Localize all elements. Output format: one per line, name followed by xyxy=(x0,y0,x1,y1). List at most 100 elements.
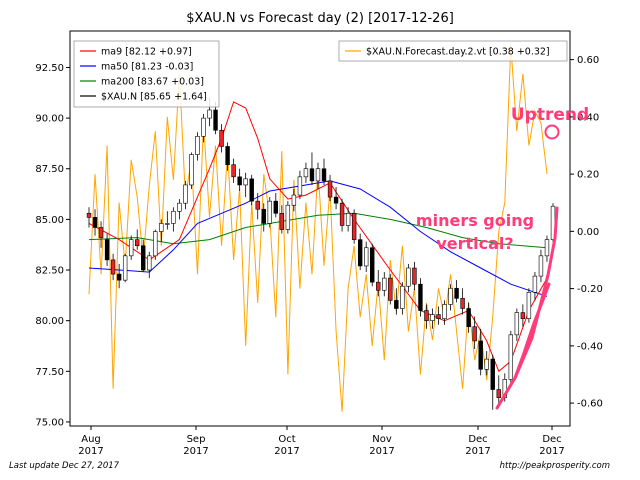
uptrend-line-lower xyxy=(495,282,551,410)
candle xyxy=(430,308,435,329)
candle xyxy=(189,152,194,189)
y-right-tick-label: -0.60 xyxy=(577,399,603,410)
y-left-tick-label: 77.50 xyxy=(35,367,64,378)
candle-body xyxy=(92,217,98,228)
candle xyxy=(394,288,399,315)
chart-title: $XAU.N vs Forecast day (2) [2017-12-26] xyxy=(186,11,454,26)
candle-body xyxy=(122,255,128,281)
y-left-tick-label: 80.00 xyxy=(35,316,64,327)
x-tick-label: Dec 2017 xyxy=(539,434,564,457)
candle xyxy=(321,158,327,185)
legend-left-label: ma50 [81.23 -0.03] xyxy=(101,62,193,73)
candle-body xyxy=(165,223,170,225)
candle-body xyxy=(243,178,248,186)
candle xyxy=(165,211,170,230)
candle xyxy=(514,308,520,341)
candle-body xyxy=(406,267,411,287)
candle-body xyxy=(86,213,92,218)
candle xyxy=(128,235,134,260)
candle-body xyxy=(339,202,345,226)
candle-body xyxy=(532,275,538,293)
annotation-text: Uptrend xyxy=(511,105,589,125)
x-tick-label: Oct 2017 xyxy=(274,434,299,457)
candle-body xyxy=(327,180,333,198)
candle-body xyxy=(418,283,423,311)
candle xyxy=(544,235,550,262)
candle-body xyxy=(424,310,429,321)
candle-body xyxy=(357,239,363,267)
candle xyxy=(520,304,526,327)
candle-body xyxy=(400,285,405,309)
y-left-tick-label: 92.50 xyxy=(35,63,64,74)
candle xyxy=(141,239,146,273)
y-left-tick-label: 82.50 xyxy=(35,266,64,277)
candle-body xyxy=(520,312,526,319)
candle-body xyxy=(472,326,477,342)
legend-left: ma9 [82.12 +0.97] ma50 [81.23 -0.03] ma200… xyxy=(73,40,220,108)
candle-body xyxy=(412,267,417,285)
candle-body xyxy=(135,239,140,247)
candle xyxy=(297,170,303,200)
candle xyxy=(351,209,357,244)
candle-body xyxy=(442,304,447,319)
candle xyxy=(153,229,158,260)
candle xyxy=(171,207,176,232)
candle-body xyxy=(321,168,327,182)
candle xyxy=(183,180,188,210)
candle xyxy=(122,253,128,283)
candle xyxy=(496,375,501,406)
candle xyxy=(448,284,453,311)
candle xyxy=(454,280,459,303)
candle xyxy=(484,351,489,376)
candle xyxy=(279,205,285,234)
candle xyxy=(249,174,254,206)
candle xyxy=(147,251,152,279)
candle xyxy=(442,300,447,325)
candle xyxy=(237,168,242,192)
annotation-text: vertical? xyxy=(436,234,513,253)
candle-body xyxy=(297,176,303,196)
candle xyxy=(424,304,429,329)
candle-body xyxy=(249,178,254,202)
candle-body xyxy=(189,154,194,186)
candle-body xyxy=(291,194,297,206)
candle xyxy=(309,152,315,185)
candle xyxy=(225,142,230,171)
candle-body xyxy=(345,213,351,226)
candle xyxy=(466,302,471,333)
candle-body xyxy=(454,287,459,299)
candle xyxy=(243,172,248,198)
candle-body xyxy=(448,287,453,305)
candle xyxy=(400,282,405,315)
candle-body xyxy=(171,210,176,224)
candle xyxy=(478,328,483,376)
candle-body xyxy=(219,129,224,147)
y-right-tick-label: 0.20 xyxy=(577,170,599,181)
candle xyxy=(460,288,465,315)
x-tick-label: Nov 2017 xyxy=(369,434,394,457)
y-right-tick-label: 0.40 xyxy=(577,112,599,123)
annotation-text: miners going xyxy=(416,211,534,230)
candle-body xyxy=(460,298,465,309)
uptrend-line-upper xyxy=(513,206,559,380)
y-left-tick-label: 75.00 xyxy=(35,417,64,428)
legend-right: $XAU.N.Forecast.day.2.vt [0.38 +0.32] xyxy=(338,40,568,62)
candle xyxy=(177,199,182,220)
candle-body xyxy=(225,146,230,165)
candle-body xyxy=(128,239,134,257)
candle xyxy=(532,272,538,301)
candle-body xyxy=(279,213,285,230)
candle-body xyxy=(147,255,152,271)
candle-body xyxy=(376,281,381,291)
candle-body xyxy=(273,200,279,214)
candle-body xyxy=(285,204,291,230)
candle xyxy=(436,306,441,325)
candle-body xyxy=(207,109,212,119)
legend-left-label: $XAU.N [85.65 +1.64] xyxy=(101,92,207,103)
ma9-line xyxy=(88,101,548,373)
candle-body xyxy=(267,200,272,224)
candle xyxy=(412,261,417,291)
candle xyxy=(261,203,266,232)
y-left-tick-label: 85.00 xyxy=(35,215,64,226)
